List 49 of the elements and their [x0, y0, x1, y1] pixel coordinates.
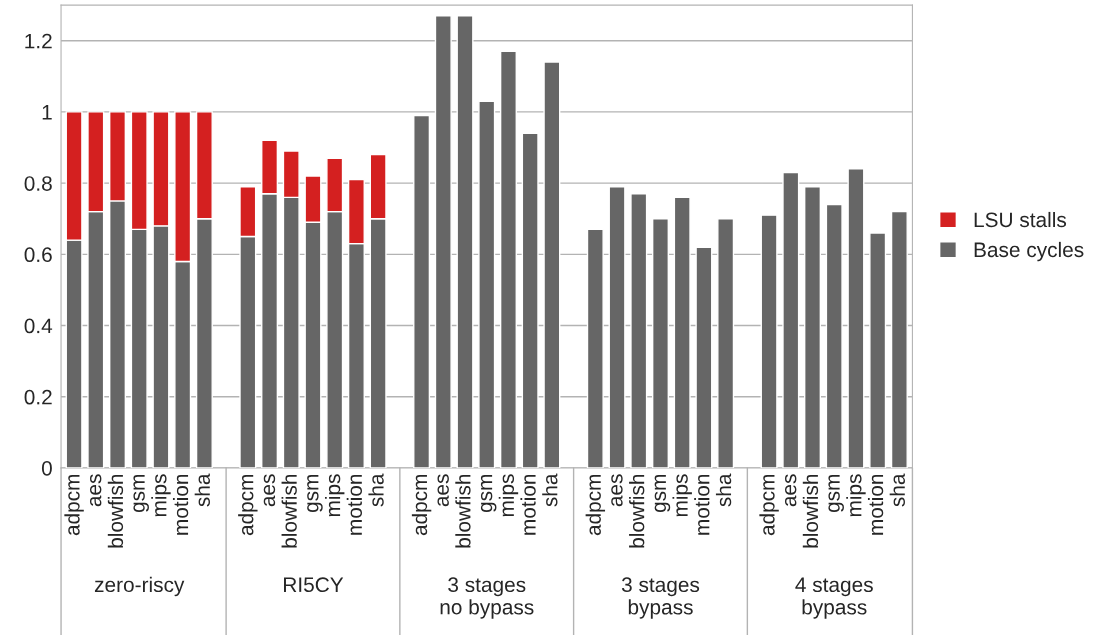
x-tick-label: aes: [263, 474, 276, 507]
x-tick-label: sha: [542, 473, 558, 507]
x-tick-label: blowfish: [629, 474, 645, 548]
x-tick-label: sha: [194, 473, 210, 507]
legend-label: LSU stalls: [974, 211, 1067, 228]
x-tick-label: mips: [672, 474, 692, 517]
text: 3 stages no bypass: [440, 577, 534, 619]
x-tick-label: blowfish: [107, 474, 124, 548]
x-tick-label: adpcm: [238, 474, 258, 536]
x-tick-label: aes: [437, 474, 449, 507]
x-tick-label: mips: [324, 474, 345, 517]
x-tick-label: gsm: [480, 474, 497, 513]
x-tick-label: mips: [846, 474, 866, 517]
x-tick-label: adpcm: [585, 474, 606, 536]
x-tick-label: motion: [346, 474, 363, 535]
x-tick-label: gsm: [654, 474, 671, 513]
x-tick-label: sha: [368, 473, 384, 507]
x-tick-label: motion: [694, 474, 710, 535]
y-tick-label: 0: [41, 461, 52, 476]
x-tick-label: blowfish: [281, 474, 297, 548]
text: 4 stages bypass: [795, 577, 873, 619]
x-tick-label: mips: [498, 474, 519, 517]
y-tick-label: 0.6: [24, 247, 52, 263]
x-tick-label: motion: [520, 474, 536, 535]
x-tick-label: sha: [715, 473, 732, 507]
x-tick-label: aes: [784, 474, 797, 507]
x-tick-label: gsm: [828, 474, 844, 513]
x-tick-label: motion: [867, 474, 884, 535]
y-tick-label: 0.8: [24, 176, 52, 191]
text: zero-riscy: [94, 576, 185, 597]
legend-label: Base cycles: [974, 241, 1084, 262]
x-tick-label: blowfish: [455, 474, 471, 548]
y-tick-label: 1.2: [25, 33, 52, 49]
x-tick-label: mips: [151, 474, 171, 517]
text: RI5CY: [284, 577, 344, 593]
x-tick-label: adpcm: [64, 474, 84, 536]
x-tick-label: motion: [172, 474, 189, 535]
x-tick-label: aes: [611, 474, 623, 507]
x-tick-label: adpcm: [759, 474, 779, 536]
y-tick-label: 1: [42, 105, 52, 120]
x-tick-label: aes: [89, 474, 102, 507]
text: 3 stages bypass: [621, 577, 700, 619]
x-tick-label: sha: [889, 473, 905, 507]
y-tick-label: 0.2: [24, 389, 52, 405]
x-tick-label: blowfish: [802, 474, 819, 548]
x-tick-label: gsm: [307, 474, 323, 513]
x-tick-label: gsm: [133, 474, 149, 513]
y-tick-label: 0.4: [24, 318, 53, 334]
x-tick-label: adpcm: [411, 474, 432, 536]
